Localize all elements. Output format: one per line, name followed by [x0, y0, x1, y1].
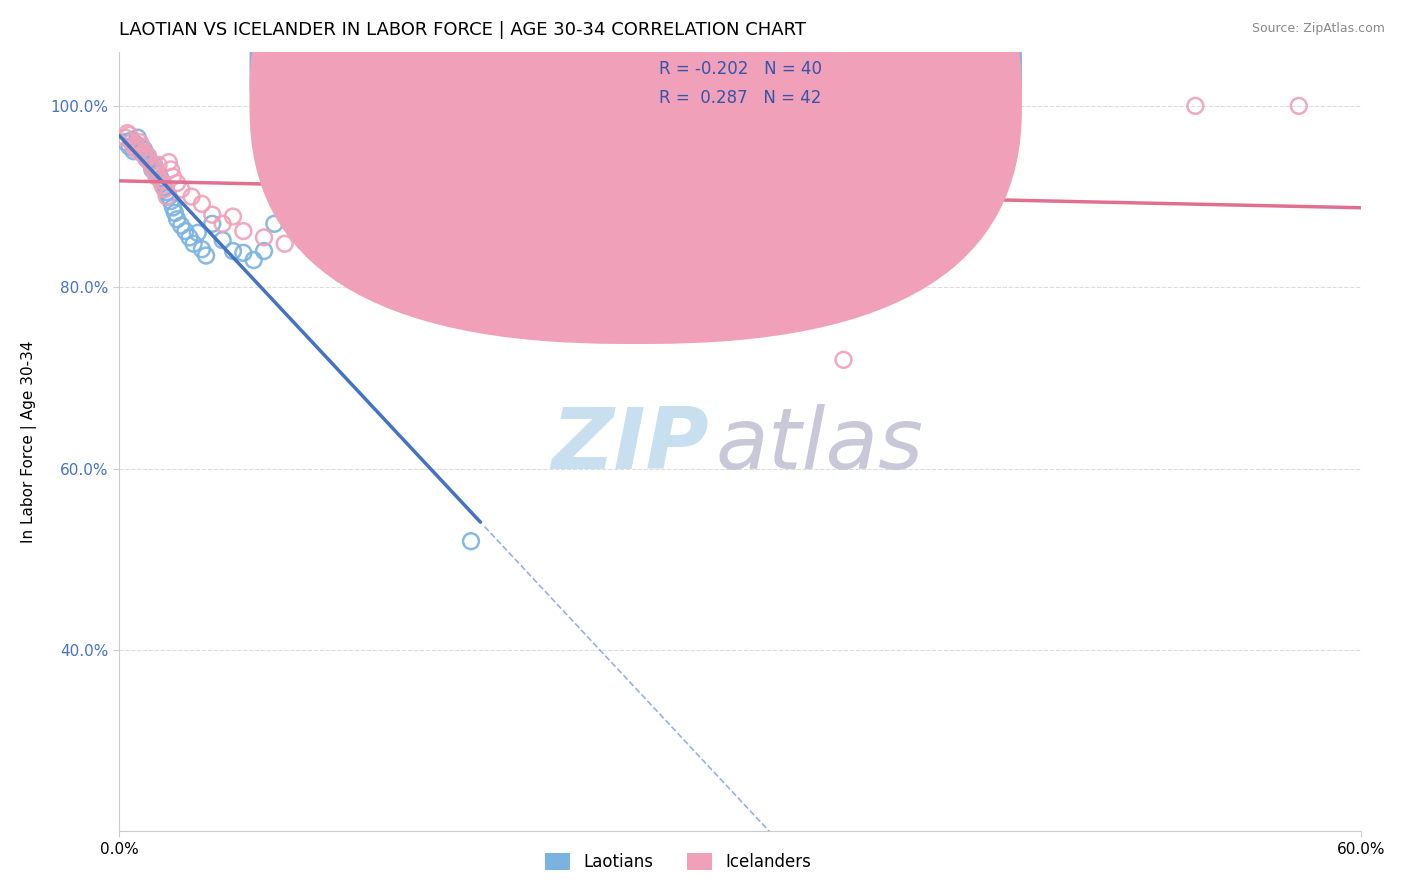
Point [118, 128, 141, 142]
Point [211, 217, 233, 231]
Point [201, 208, 224, 222]
Point [114, 135, 136, 149]
Point [232, 224, 254, 238]
Point [135, 149, 157, 163]
Y-axis label: In Labor Force | Age 30-34: In Labor Force | Age 30-34 [21, 340, 37, 542]
Point [263, 217, 285, 231]
Point [179, 230, 201, 244]
Point [149, 171, 172, 186]
Point [222, 244, 245, 258]
Point [174, 224, 197, 238]
Point [117, 126, 139, 140]
Point [315, 226, 337, 240]
Point [162, 169, 184, 184]
Point [1184, 99, 1206, 113]
Point [152, 178, 174, 193]
Point [180, 189, 202, 203]
Point [127, 130, 149, 145]
Text: R = -0.202   N = 40: R = -0.202 N = 40 [659, 61, 823, 78]
Point [253, 230, 276, 244]
Point [273, 236, 295, 251]
Text: R =  0.287   N = 42: R = 0.287 N = 42 [659, 89, 821, 107]
Point [153, 182, 176, 196]
Point [139, 155, 162, 169]
Point [122, 145, 145, 159]
Point [156, 185, 179, 199]
Point [460, 534, 482, 549]
Point [253, 244, 276, 258]
Point [118, 139, 141, 153]
Point [125, 136, 148, 151]
Point [125, 136, 148, 151]
Point [222, 210, 245, 224]
Point [156, 189, 179, 203]
Point [139, 155, 162, 169]
Point [242, 253, 264, 268]
Point [170, 219, 193, 233]
Point [419, 227, 441, 242]
Point [162, 201, 184, 215]
Text: atlas: atlas [716, 404, 924, 487]
Point [832, 352, 855, 367]
Point [1288, 99, 1310, 113]
Point [131, 146, 153, 161]
Point [145, 164, 167, 178]
Point [166, 212, 188, 227]
Point [153, 180, 176, 194]
Point [143, 158, 166, 172]
Point [157, 189, 180, 203]
Point [183, 236, 205, 251]
Point [141, 161, 163, 175]
Text: Source: ZipAtlas.com: Source: ZipAtlas.com [1251, 22, 1385, 36]
Point [136, 149, 159, 163]
Point [166, 176, 188, 190]
Point [122, 139, 145, 153]
Legend: Laotians, Icelanders: Laotians, Icelanders [538, 847, 817, 878]
Point [149, 173, 172, 187]
Text: LAOTIAN VS ICELANDER IN LABOR FORCE | AGE 30-34 CORRELATION CHART: LAOTIAN VS ICELANDER IN LABOR FORCE | AG… [120, 21, 806, 39]
Point [160, 162, 183, 177]
Point [201, 217, 224, 231]
FancyBboxPatch shape [603, 47, 908, 121]
Point [121, 133, 143, 147]
Point [187, 226, 209, 240]
Point [141, 162, 163, 177]
Point [211, 233, 233, 247]
Point [195, 248, 218, 262]
Point [145, 169, 167, 184]
Point [132, 143, 155, 157]
Point [148, 158, 170, 172]
Point [152, 176, 174, 190]
Point [131, 139, 153, 153]
Point [127, 145, 149, 159]
Point [128, 139, 150, 153]
Point [143, 164, 166, 178]
Text: ZIP: ZIP [551, 404, 709, 487]
Point [157, 155, 180, 169]
FancyBboxPatch shape [249, 0, 1022, 344]
Point [148, 167, 170, 181]
Point [294, 217, 316, 231]
Point [522, 233, 544, 247]
Point [191, 197, 214, 211]
Point [170, 182, 193, 196]
Point [232, 245, 254, 260]
Point [160, 194, 183, 208]
Point [132, 146, 155, 161]
Point [128, 135, 150, 149]
Point [626, 235, 648, 249]
Point [136, 153, 159, 168]
Point [114, 130, 136, 145]
Point [121, 135, 143, 149]
Point [191, 242, 214, 256]
FancyBboxPatch shape [249, 0, 1022, 315]
Point [163, 206, 186, 220]
Point [135, 152, 157, 166]
